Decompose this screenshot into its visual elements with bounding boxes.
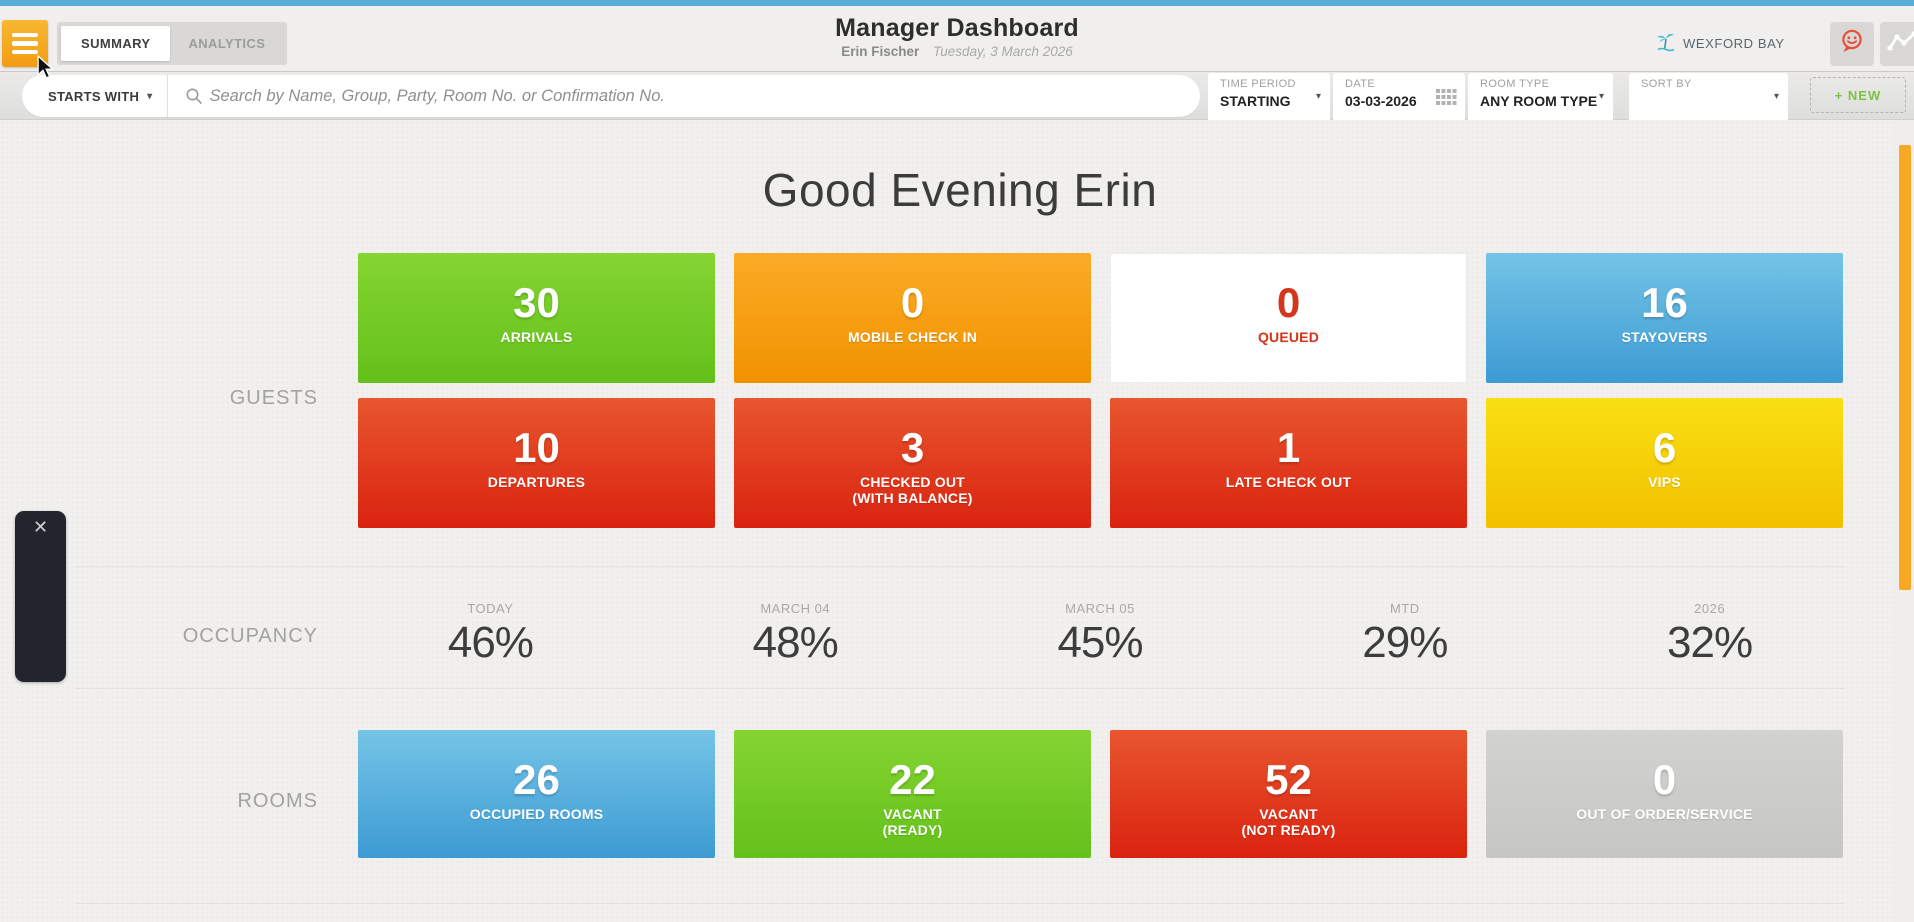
tile-vips[interactable]: 6 VIPS bbox=[1486, 398, 1843, 528]
title-block: Manager Dashboard Erin Fischer Tuesday, … bbox=[607, 14, 1307, 59]
date-picker[interactable]: DATE 03-03-2026 bbox=[1333, 73, 1465, 120]
top-accent-bar bbox=[0, 0, 1914, 6]
section-label-rooms: ROOMS bbox=[237, 790, 318, 812]
chevron-down-icon: ▾ bbox=[1598, 91, 1604, 102]
search-icon bbox=[168, 86, 210, 106]
tab-analytics[interactable]: ANALYTICS bbox=[188, 36, 266, 51]
current-date: Tuesday, 3 March 2026 bbox=[932, 44, 1073, 59]
tab-summary[interactable]: SUMMARY bbox=[61, 26, 171, 61]
hamburger-icon bbox=[12, 32, 38, 38]
occupancy-year: 2026 32% bbox=[1667, 601, 1753, 667]
occupancy-row: TODAY 46% MARCH 04 48% MARCH 05 45% MTD … bbox=[338, 601, 1862, 668]
room-type-dropdown[interactable]: ROOM TYPE ANY ROOM TYPE ▾ bbox=[1468, 73, 1613, 120]
chevron-down-icon: ▾ bbox=[147, 90, 153, 102]
divider bbox=[75, 566, 1845, 567]
tile-vacant-ready[interactable]: 22 VACANT (READY) bbox=[734, 730, 1091, 858]
activity-button[interactable] bbox=[1880, 22, 1914, 66]
close-icon[interactable]: ✕ bbox=[32, 517, 49, 537]
occupancy-today: TODAY 46% bbox=[447, 601, 534, 667]
scrollbar-thumb[interactable] bbox=[1899, 145, 1911, 590]
rooms-tile-grid: 26 OCCUPIED ROOMS 22 VACANT (READY) 52 V… bbox=[358, 730, 1843, 858]
search-input[interactable] bbox=[209, 75, 1200, 117]
tile-checked-out-with-balance[interactable]: 3 CHECKED OUT (WITH BALANCE) bbox=[734, 398, 1091, 528]
calendar-icon bbox=[1435, 87, 1457, 114]
tile-late-check-out[interactable]: 1 LATE CHECK OUT bbox=[1110, 398, 1467, 528]
header: SUMMARY ANALYTICS Manager Dashboard Erin… bbox=[0, 6, 1914, 71]
guests-tile-grid: 30 ARRIVALS 0 MOBILE CHECK IN 0 QUEUED 1… bbox=[358, 253, 1843, 528]
smiley-chat-icon bbox=[1837, 27, 1867, 62]
section-label-occupancy: OCCUPANCY bbox=[182, 625, 318, 647]
collapsed-side-widget: ✕ bbox=[15, 511, 66, 682]
divider bbox=[166, 75, 168, 117]
tile-queued[interactable]: 0 QUEUED bbox=[1110, 253, 1467, 383]
line-chart-icon bbox=[1887, 30, 1914, 59]
divider bbox=[75, 903, 1845, 904]
chevron-down-icon: ▾ bbox=[1773, 91, 1779, 102]
tile-stayovers[interactable]: 16 STAYOVERS bbox=[1486, 253, 1843, 383]
search-bar: STARTS WITH ▾ bbox=[22, 75, 1200, 117]
match-mode-dropdown[interactable]: STARTS WITH ▾ bbox=[48, 88, 153, 104]
time-period-dropdown[interactable]: TIME PERIOD STARTING ▾ bbox=[1208, 73, 1330, 120]
feedback-button[interactable] bbox=[1830, 22, 1874, 66]
greeting-heading: Good Evening Erin bbox=[762, 164, 1158, 216]
occupancy-march-05: MARCH 05 45% bbox=[1057, 601, 1143, 667]
occupancy-march-04: MARCH 04 48% bbox=[752, 601, 839, 667]
tile-vacant-not-ready[interactable]: 52 VACANT (NOT READY) bbox=[1110, 730, 1467, 858]
tile-departures[interactable]: 10 DEPARTURES bbox=[358, 398, 715, 528]
user-name: Erin Fischer bbox=[841, 44, 920, 59]
divider bbox=[75, 688, 1845, 689]
section-label-guests: GUESTS bbox=[229, 387, 318, 409]
chevron-down-icon: ▾ bbox=[1315, 91, 1321, 102]
tile-out-of-order[interactable]: 0 OUT OF ORDER/SERVICE bbox=[1486, 730, 1843, 858]
sort-by-dropdown[interactable]: SORT BY ▾ bbox=[1629, 73, 1788, 120]
tile-occupied-rooms[interactable]: 26 OCCUPIED ROOMS bbox=[358, 730, 715, 858]
hamburger-menu-button[interactable] bbox=[2, 20, 48, 67]
tile-arrivals[interactable]: 30 ARRIVALS bbox=[358, 253, 715, 383]
tile-mobile-check-in[interactable]: 0 MOBILE CHECK IN bbox=[734, 253, 1091, 383]
property-name: WEXFORD BAY bbox=[1683, 36, 1785, 51]
new-button[interactable]: + NEW bbox=[1810, 77, 1906, 113]
page-title: Manager Dashboard bbox=[835, 14, 1079, 42]
palm-island-icon bbox=[1655, 30, 1677, 57]
occupancy-mtd: MTD 29% bbox=[1362, 601, 1448, 667]
property-selector[interactable]: WEXFORD BAY bbox=[1655, 30, 1785, 57]
view-tabs: SUMMARY ANALYTICS bbox=[57, 22, 288, 65]
